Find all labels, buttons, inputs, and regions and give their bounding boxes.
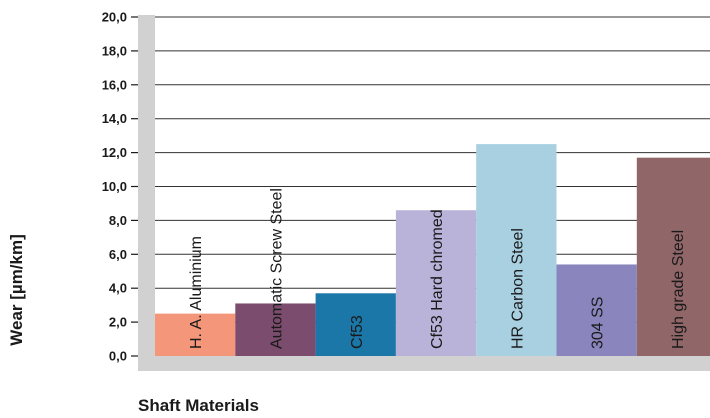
y-tick-label: 14,0 <box>102 111 127 126</box>
bar <box>476 144 557 356</box>
bar-label: Cf53 Hard chromed <box>429 209 446 349</box>
bar-label: High grade Steel <box>670 230 687 349</box>
y-tick-label: 20,0 <box>102 10 127 25</box>
bar-label: 304 SS <box>590 297 607 349</box>
y-tick-label: 8,0 <box>109 213 127 228</box>
bar <box>235 303 316 356</box>
y-tick-label: 6,0 <box>109 247 127 262</box>
bar-label: Automatic Screw Steel <box>268 188 285 349</box>
bar <box>395 210 477 356</box>
y-tick-label: 0,0 <box>109 349 127 364</box>
y-tick-labels: 0,0 2,0 4,0 6,0 8,0 10,0 12,0 14,0 16,0 18,0 20,0 <box>102 10 138 364</box>
y-tick-label: 18,0 <box>102 43 127 58</box>
bar-label: Cf53 <box>349 315 366 349</box>
bar-labels: H. A. Aluminium Automatic Screw Steel Cf53… <box>188 188 687 349</box>
y-axis-frame <box>138 15 155 371</box>
x-axis-title: Shaft Materials <box>138 396 259 415</box>
bar <box>556 264 637 356</box>
y-tick-label: 2,0 <box>109 315 127 330</box>
bar <box>315 293 396 356</box>
chart-frame <box>138 15 710 371</box>
bar-label: H. A. Aluminium <box>188 236 205 349</box>
x-axis-frame <box>138 356 710 371</box>
bars <box>155 144 710 356</box>
y-tick-label: 16,0 <box>102 77 127 92</box>
y-tick-label: 4,0 <box>109 281 127 296</box>
y-axis-title: Wear [µm/km] <box>7 234 26 346</box>
y-tick-label: 10,0 <box>102 179 127 194</box>
bar <box>155 313 236 356</box>
bar <box>636 157 710 356</box>
bar-label: HR Carbon Steel <box>509 228 526 349</box>
y-tick-label: 12,0 <box>102 145 127 160</box>
